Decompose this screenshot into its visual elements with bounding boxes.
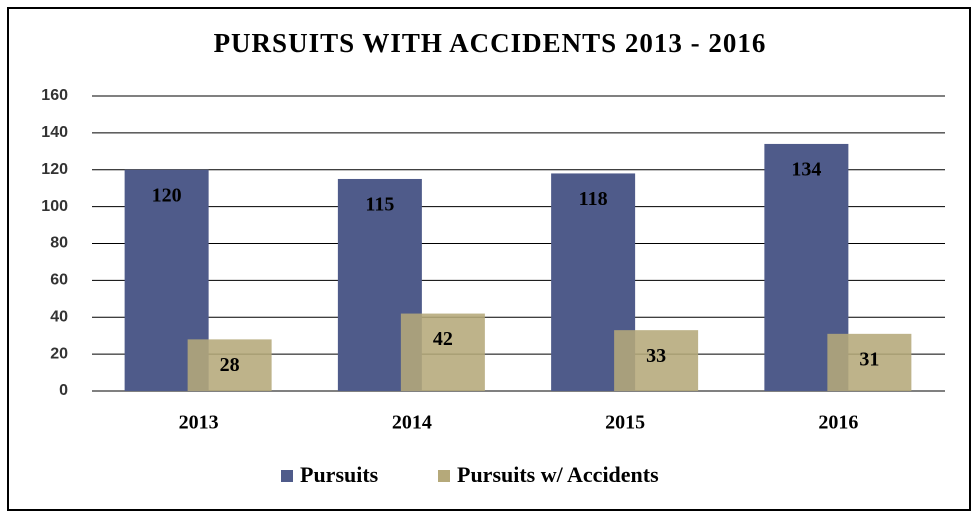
data-label: 115 <box>365 194 394 216</box>
legend-swatch <box>281 470 293 482</box>
x-tick-label: 2015 <box>605 412 645 434</box>
legend-swatch <box>438 470 450 482</box>
data-label: 28 <box>220 354 240 376</box>
data-label: 42 <box>433 328 453 350</box>
y-tick-label: 0 <box>59 382 68 399</box>
bar <box>614 330 699 391</box>
y-tick-label: 20 <box>50 345 68 362</box>
y-tick-label: 60 <box>50 272 68 289</box>
data-label: 120 <box>152 184 182 206</box>
y-tick-label: 120 <box>41 161 68 178</box>
data-label: 31 <box>859 348 879 370</box>
legend-label: Pursuits w/ Accidents <box>457 462 659 487</box>
x-tick-label: 2016 <box>818 412 858 434</box>
data-label: 33 <box>646 345 666 367</box>
chart-title: PURSUITS WITH ACCIDENTS 2013 - 2016 <box>214 28 767 58</box>
y-tick-label: 80 <box>50 235 68 252</box>
data-label: 134 <box>791 159 821 181</box>
y-tick-label: 160 <box>41 87 68 104</box>
legend-label: Pursuits <box>300 462 379 487</box>
x-tick-label: 2014 <box>392 412 432 434</box>
bar <box>400 313 485 391</box>
y-tick-label: 140 <box>41 124 68 141</box>
bar <box>187 339 272 391</box>
data-label: 118 <box>579 188 608 210</box>
y-tick-label: 100 <box>41 198 68 215</box>
y-tick-label: 40 <box>50 308 68 325</box>
bar <box>827 333 912 391</box>
x-tick-label: 2013 <box>179 412 219 434</box>
